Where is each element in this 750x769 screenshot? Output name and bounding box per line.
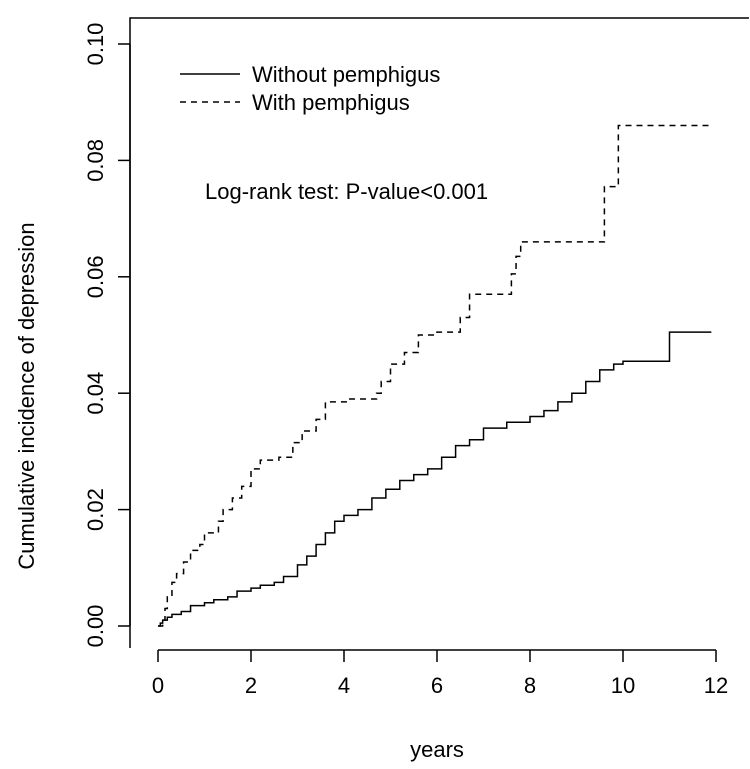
y-tick-label: 0.04 bbox=[83, 372, 108, 415]
x-tick-label: 0 bbox=[152, 673, 164, 698]
x-tick-label: 2 bbox=[245, 673, 257, 698]
legend: Without pemphigus With pemphigus bbox=[180, 62, 440, 115]
x-tick-label: 10 bbox=[611, 673, 635, 698]
legend-label-without: Without pemphigus bbox=[252, 62, 440, 87]
y-tick-label: 0.00 bbox=[83, 605, 108, 648]
plot-frame bbox=[129, 17, 749, 648]
x-ticks: 0 2 4 6 8 10 12 bbox=[152, 650, 728, 698]
x-tick-label: 12 bbox=[704, 673, 728, 698]
y-tick-label: 0.10 bbox=[83, 23, 108, 66]
x-axis-title: years bbox=[410, 737, 464, 762]
legend-label-with: With pemphigus bbox=[252, 90, 410, 115]
series-layer bbox=[158, 124, 712, 627]
logrank-annotation: Log-rank test: P-value<0.001 bbox=[205, 179, 488, 204]
series-line-without-pemphigus bbox=[158, 331, 712, 627]
y-ticks: 0.00 0.02 0.04 0.06 0.08 0.10 bbox=[83, 23, 130, 648]
series-line-with-pemphigus bbox=[158, 124, 712, 627]
y-tick-label: 0.06 bbox=[83, 255, 108, 298]
x-tick-label: 8 bbox=[524, 673, 536, 698]
y-tick-label: 0.08 bbox=[83, 139, 108, 182]
x-tick-label: 6 bbox=[431, 673, 443, 698]
y-tick-label: 0.02 bbox=[83, 488, 108, 531]
x-tick-label: 4 bbox=[338, 673, 350, 698]
y-axis-title: Cumulative incidence of depression bbox=[14, 222, 39, 569]
